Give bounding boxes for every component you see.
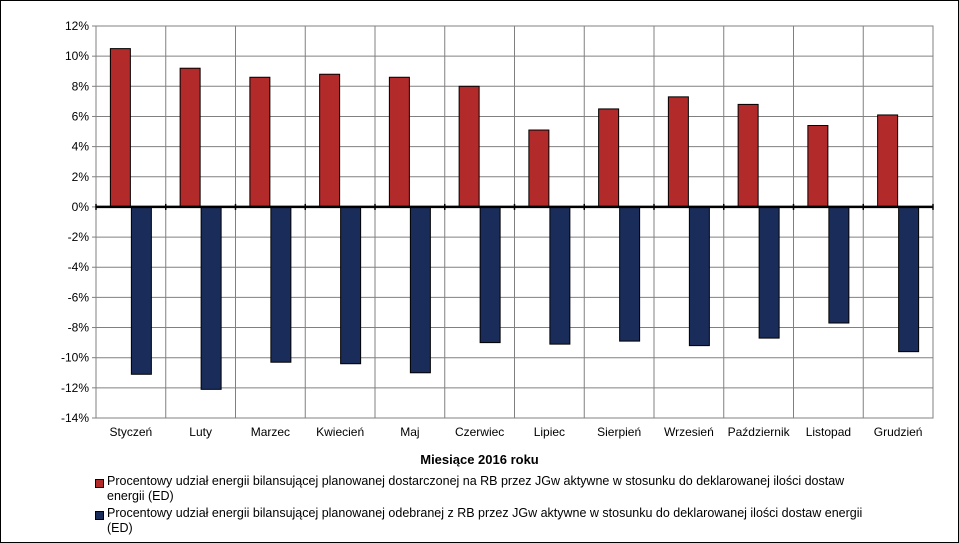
- y-tick-label: 2%: [72, 170, 90, 184]
- bar-received-0: [130, 206, 152, 375]
- y-tick-label: 10%: [65, 49, 89, 63]
- x-axis-title: Miesiące 2016 roku: [420, 452, 539, 467]
- bar-received-3: [340, 206, 362, 365]
- y-tick-label: -4%: [68, 260, 90, 274]
- x-tick-label: Maj: [400, 425, 419, 439]
- y-tick-label: -14%: [61, 411, 89, 425]
- y-tick-label: 6%: [72, 109, 90, 123]
- x-tick-label: Marzec: [251, 425, 290, 439]
- bar-received-10: [828, 206, 850, 324]
- legend-swatch-navy: [95, 511, 104, 520]
- legend-label-received: Procentowy udział energii bilansującej p…: [107, 506, 863, 535]
- legend-label-delivered: Procentowy udział energii bilansującej p…: [107, 474, 845, 503]
- legend-item-delivered: Procentowy udział energii bilansującej p…: [95, 474, 865, 504]
- bar-received-1: [200, 206, 222, 390]
- bar-delivered-6: [528, 129, 550, 208]
- y-tick-label: 4%: [72, 140, 90, 154]
- x-tick-label: Październik: [728, 425, 791, 439]
- x-tick-label: Lipiec: [534, 425, 565, 439]
- legend: Procentowy udział energii bilansującej p…: [95, 474, 865, 538]
- bar-received-2: [270, 206, 292, 363]
- x-axis-ticks: [95, 203, 934, 210]
- bar-received-4: [409, 206, 431, 374]
- bar-delivered-2: [249, 76, 271, 208]
- x-axis-labels: Styczeń Luty Marzec Kwiecień Maj Czerwiec Lipi…: [110, 425, 923, 439]
- bar-delivered-5: [458, 85, 480, 208]
- x-tick-label: Listopad: [806, 425, 851, 439]
- bar-received-9: [758, 206, 780, 339]
- bar-delivered-3: [319, 73, 341, 208]
- x-tick-label: Kwiecień: [316, 425, 364, 439]
- bar-delivered-0: [109, 48, 131, 208]
- bar-delivered-7: [598, 108, 620, 208]
- x-tick-label: Sierpień: [597, 425, 641, 439]
- bar-delivered-11: [877, 114, 899, 208]
- bars: [109, 48, 920, 390]
- x-tick-label: Grudzień: [874, 425, 923, 439]
- legend-item-received: Procentowy udział energii bilansującej p…: [95, 506, 865, 536]
- bar-delivered-8: [667, 96, 689, 208]
- bar-delivered-1: [179, 67, 201, 208]
- bar-received-8: [688, 206, 710, 347]
- y-axis-labels: 12% 10% 8% 6% 4% 2% 0% -2% -4% -6% -8% -10% -12% -14%: [61, 19, 89, 425]
- legend-swatch-red: [95, 479, 104, 488]
- x-tick-label: Czerwiec: [455, 425, 504, 439]
- y-tick-label: -12%: [61, 381, 89, 395]
- x-tick-label: Wrzesień: [664, 425, 714, 439]
- bar-delivered-4: [388, 76, 410, 208]
- y-tick-label: -8%: [68, 321, 90, 335]
- y-tick-label: 12%: [65, 19, 89, 33]
- x-tick-label: Luty: [189, 425, 212, 439]
- bar-received-7: [619, 206, 641, 342]
- y-tick-label: 0%: [72, 200, 90, 214]
- bar-delivered-9: [737, 103, 759, 208]
- gridlines: [92, 25, 933, 419]
- y-tick-label: 8%: [72, 79, 90, 93]
- bar-delivered-10: [807, 125, 829, 208]
- bar-received-6: [549, 206, 571, 345]
- y-tick-label: -10%: [61, 351, 89, 365]
- bar-received-11: [898, 206, 920, 353]
- bar-received-5: [479, 206, 501, 344]
- y-tick-label: -2%: [68, 230, 90, 244]
- y-tick-label: -6%: [68, 290, 90, 304]
- x-tick-label: Styczeń: [110, 425, 153, 439]
